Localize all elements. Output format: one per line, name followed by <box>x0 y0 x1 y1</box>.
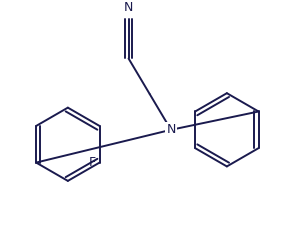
Text: N: N <box>166 123 176 136</box>
Text: N: N <box>124 1 133 14</box>
Text: F: F <box>89 156 96 169</box>
